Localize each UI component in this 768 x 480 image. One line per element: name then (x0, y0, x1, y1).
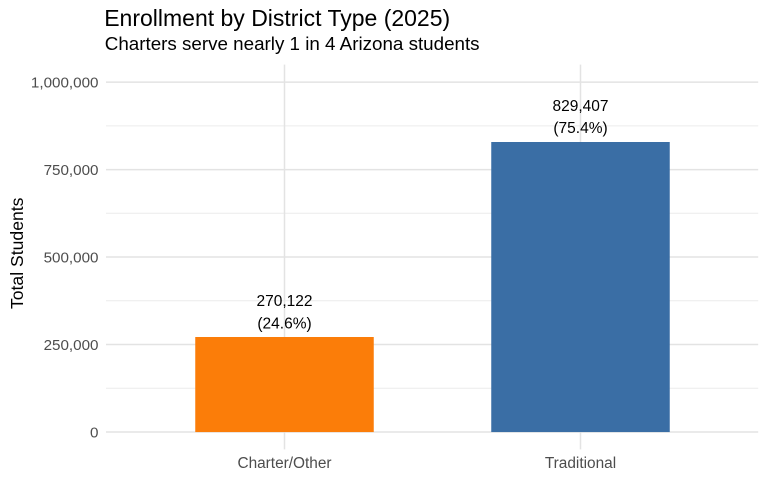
svg-text:250,000: 250,000 (44, 337, 99, 354)
svg-text:500,000: 500,000 (44, 250, 99, 267)
svg-text:(24.6%): (24.6%) (257, 316, 311, 333)
svg-text:270,122: 270,122 (256, 293, 312, 310)
svg-text:Charters serve nearly 1 in 4 A: Charters serve nearly 1 in 4 Arizona stu… (105, 33, 480, 54)
svg-text:(75.4%): (75.4%) (553, 120, 607, 137)
svg-text:829,407: 829,407 (552, 98, 608, 115)
svg-text:1,000,000: 1,000,000 (31, 75, 99, 92)
svg-text:Charter/Other: Charter/Other (237, 455, 331, 472)
svg-text:Traditional: Traditional (545, 455, 616, 472)
svg-text:Total Students: Total Students (7, 197, 27, 309)
svg-text:0: 0 (90, 424, 98, 441)
svg-text:750,000: 750,000 (44, 162, 99, 179)
svg-text:Enrollment by District Type (2: Enrollment by District Type (2025) (104, 5, 450, 31)
